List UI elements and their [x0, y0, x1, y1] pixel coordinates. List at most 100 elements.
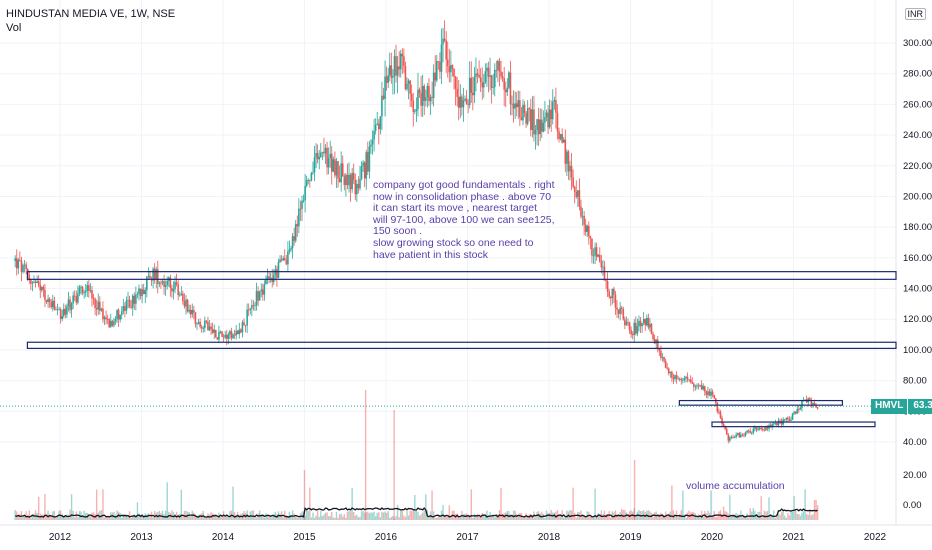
volume-bar: [285, 515, 288, 520]
volume-bar: [132, 514, 134, 520]
volume-bar: [304, 515, 306, 520]
volume-bar: [262, 514, 264, 520]
price-tick-label: 160.00: [903, 253, 932, 264]
candle-body: [600, 261, 603, 268]
volume-bar: [77, 517, 79, 520]
candle-body: [755, 427, 758, 430]
candle-body: [490, 75, 493, 88]
candle-body: [157, 269, 159, 284]
volume-bar: [70, 494, 73, 520]
volume-bar: [683, 514, 686, 520]
candle-body: [598, 254, 601, 262]
candle-body: [324, 147, 327, 154]
price-tick-label: 80.00: [903, 376, 927, 387]
candle-body: [437, 61, 440, 63]
candle-body: [279, 259, 281, 262]
candle-body: [725, 428, 728, 435]
candle-body: [235, 330, 237, 336]
currency-badge[interactable]: INR: [904, 8, 926, 20]
volume-bar: [425, 494, 427, 520]
volume-bar: [279, 513, 281, 520]
candle-body: [313, 157, 316, 173]
candle-body: [525, 112, 527, 124]
volume-bar: [351, 487, 353, 520]
volume-bar: [265, 513, 267, 520]
volume-bar: [177, 514, 179, 520]
candle-body: [109, 320, 112, 328]
volume-bar: [450, 516, 452, 520]
candle-body: [636, 326, 639, 334]
volume-bar: [226, 515, 228, 520]
candle-body: [580, 206, 582, 217]
volume-bar: [31, 514, 34, 520]
candle-body: [221, 331, 223, 337]
time-tick-label: 2012: [49, 532, 72, 543]
candle-body: [106, 319, 109, 320]
volume-bar: [343, 514, 346, 520]
volume-bar: [164, 510, 167, 520]
volume-bar: [478, 517, 480, 520]
level-box[interactable]: [678, 399, 844, 406]
candle-body: [128, 299, 131, 308]
candle-body: [211, 328, 214, 333]
candle-body: [511, 103, 513, 105]
level-box[interactable]: [711, 421, 876, 428]
candle-body: [403, 56, 405, 67]
candle-body: [467, 104, 469, 106]
candle-body: [614, 294, 617, 308]
candle-body: [790, 419, 792, 421]
volume-bar: [668, 513, 670, 520]
volume-bar: [768, 497, 770, 520]
candle-body: [440, 44, 443, 72]
candle-body: [434, 72, 437, 81]
candle-body: [627, 321, 629, 323]
candle-body: [404, 66, 407, 90]
volume-bar: [752, 508, 755, 520]
candle-body: [238, 329, 241, 335]
volume-bar: [128, 511, 131, 520]
volume-bar: [691, 511, 693, 520]
candle-body: [225, 334, 228, 339]
price-tick-label: 100.00: [903, 345, 932, 356]
volume-bar: [677, 516, 679, 520]
volume-bar: [622, 510, 624, 520]
candle-body: [116, 309, 118, 319]
volume-bar: [794, 510, 797, 520]
volume-bar: [381, 511, 383, 520]
volume-bar: [741, 517, 744, 520]
volume-bar: [298, 517, 300, 520]
candle-body: [584, 224, 587, 232]
price-axis[interactable]: 300.00 280.00 260.00 240.00 220.00 200.00 180.…: [903, 38, 932, 511]
candle-body: [744, 432, 747, 436]
volume-bar: [732, 513, 734, 520]
volume-bar: [406, 510, 408, 520]
candle-body: [236, 330, 239, 335]
volume-bar: [785, 517, 787, 520]
candle-body: [721, 418, 723, 424]
candle-body: [533, 109, 535, 135]
volume-bar: [44, 493, 46, 520]
candle-body: [25, 264, 27, 270]
volume-bar: [53, 510, 56, 520]
level-box[interactable]: [26, 271, 897, 280]
volume-bar: [106, 517, 109, 520]
candle-body: [785, 417, 788, 420]
candle-body: [769, 425, 772, 427]
candle-body: [359, 178, 361, 189]
volume-bar: [269, 517, 272, 520]
candle-body: [415, 109, 418, 112]
time-axis[interactable]: 2012 2013 2014 2015 2016 2017 2018 2019 2020 2021…: [49, 532, 887, 543]
candle-body: [794, 411, 797, 414]
volume-bar: [400, 510, 402, 520]
volume-bar: [80, 511, 82, 520]
candle-body: [388, 65, 391, 76]
candle-body: [174, 282, 176, 290]
candle-body: [716, 402, 719, 412]
level-box[interactable]: [26, 341, 897, 349]
candle-body: [124, 306, 126, 311]
volume-bar: [679, 513, 681, 520]
volume-bar: [105, 515, 107, 520]
candle-body: [508, 72, 510, 88]
